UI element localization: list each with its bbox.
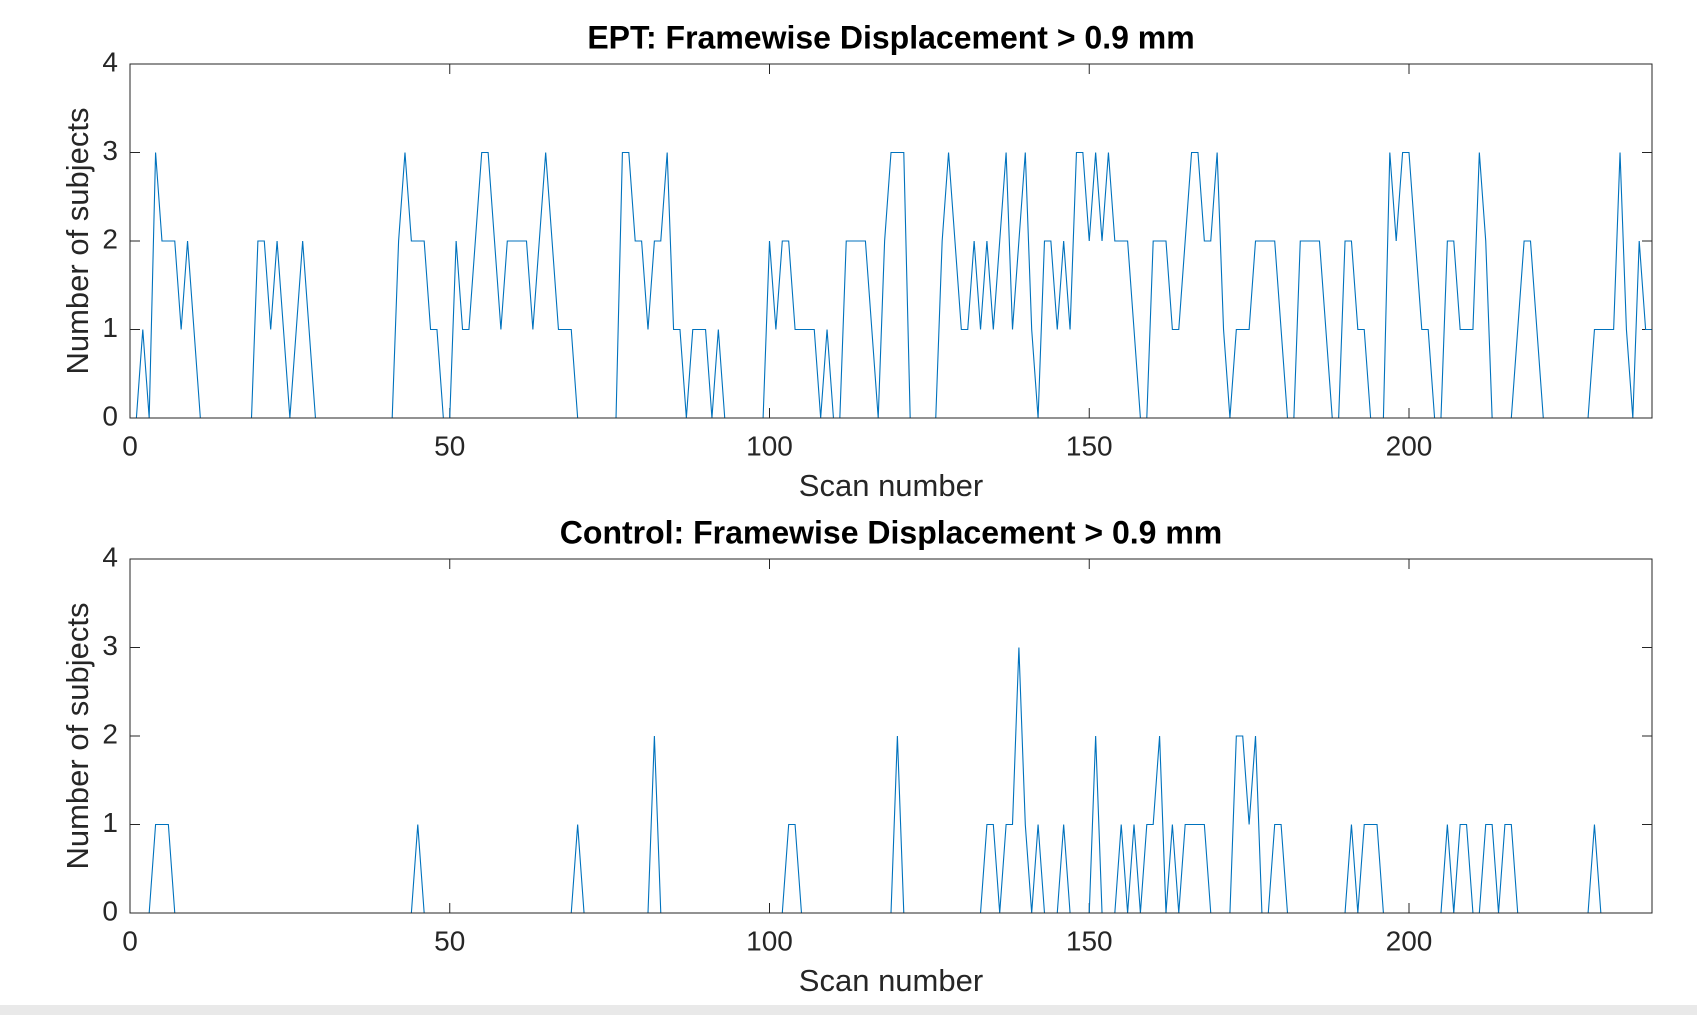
x-axis-label: Scan number	[799, 963, 983, 998]
x-tick-label: 100	[746, 925, 793, 956]
y-tick-label: 1	[102, 312, 118, 343]
x-tick-label: 0	[122, 925, 138, 956]
y-tick-label: 2	[102, 223, 118, 254]
axes-box	[129, 63, 1653, 419]
x-tick-label: 200	[1386, 430, 1433, 461]
y-tick-label: 2	[102, 718, 118, 749]
x-tick-label: 50	[434, 925, 465, 956]
y-tick-label: 4	[102, 46, 118, 77]
y-axis-label: Number of subjects	[60, 602, 95, 869]
chart-title: Control: Framewise Displacement > 0.9 mm	[560, 514, 1222, 550]
x-tick-label: 50	[434, 430, 465, 461]
plot-area	[130, 64, 1652, 418]
y-tick-label: 0	[102, 400, 118, 431]
y-tick-label: 1	[102, 807, 118, 838]
chart-title: EPT: Framewise Displacement > 0.9 mm	[587, 19, 1194, 55]
x-tick-label: 200	[1386, 925, 1433, 956]
x-tick-label: 150	[1066, 430, 1113, 461]
y-tick-label: 3	[102, 630, 118, 661]
x-axis-label: Scan number	[799, 468, 983, 503]
plot-area	[130, 559, 1652, 913]
axes-box	[129, 558, 1653, 914]
y-tick-label: 4	[102, 541, 118, 572]
y-tick-label: 0	[102, 895, 118, 926]
x-tick-label: 0	[122, 430, 138, 461]
x-tick-label: 100	[746, 430, 793, 461]
y-axis-label: Number of subjects	[60, 107, 95, 374]
y-tick-label: 3	[102, 135, 118, 166]
x-tick-label: 150	[1066, 925, 1113, 956]
